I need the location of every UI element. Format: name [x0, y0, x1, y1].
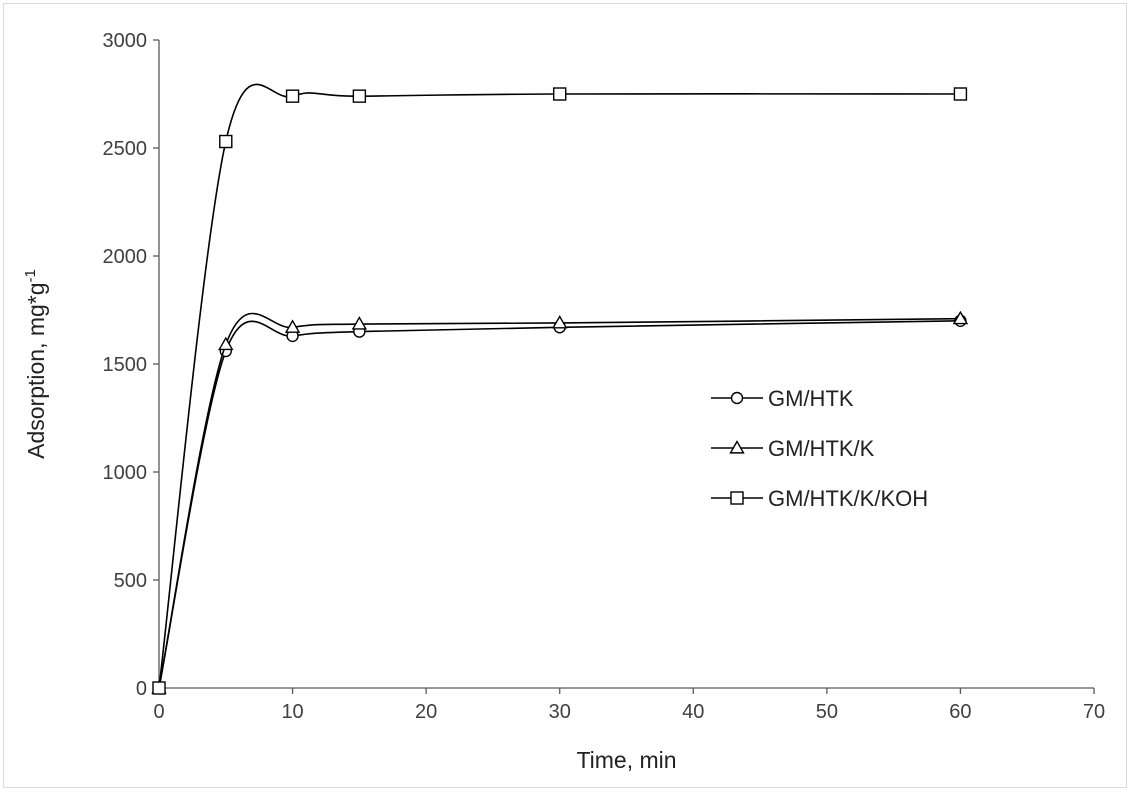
x-tick-label: 20 [415, 701, 437, 723]
series-line [158, 312, 961, 689]
x-tick-label: 40 [682, 701, 704, 723]
series-triangle [151, 310, 969, 694]
legend-label: GM/HTK [768, 386, 854, 411]
legend: GM/HTK GM/HTK/K GM/HTK/K/KOH [711, 386, 928, 511]
y-tick-label: 2000 [103, 246, 148, 268]
series-square [152, 83, 968, 695]
series-line [158, 320, 961, 689]
data-point-triangle [351, 316, 368, 330]
data-point-triangle [952, 310, 969, 325]
x-tick-label: 50 [816, 701, 838, 723]
axes [158, 40, 1094, 689]
legend-item: GM/HTK/K [711, 436, 875, 461]
data-point-square [953, 87, 968, 101]
x-tick-label: 0 [153, 701, 164, 723]
y-tick-label: 2500 [103, 138, 148, 160]
data-point-square [553, 87, 567, 101]
legend-marker-circle [730, 391, 744, 405]
legend-label: GM/HTK/K/KOH [768, 486, 928, 511]
y-axis-title-main: Adsorption, mg*g [23, 282, 49, 458]
x-ticks: 0 10 20 30 40 50 60 70 [153, 688, 1105, 723]
x-axis-title: Time, min [576, 747, 676, 773]
y-tick-label: 500 [114, 570, 147, 592]
y-axis-title: Adsorption, mg*g-1 [22, 269, 49, 459]
x-tick-label: 70 [1083, 701, 1105, 723]
data-point-square [219, 134, 233, 149]
legend-marker-triangle [729, 440, 745, 454]
y-tick-label: 1000 [103, 462, 148, 484]
legend-marker-square [730, 491, 744, 505]
data-point-triangle [552, 315, 568, 329]
data-point-triangle [284, 319, 301, 333]
series-line [158, 83, 961, 689]
series-layer [151, 83, 969, 695]
y-tick-label: 0 [136, 678, 147, 700]
data-point-square [285, 89, 300, 103]
y-tick-label: 1500 [103, 354, 148, 376]
data-point-square [352, 89, 367, 103]
y-axis-title-superscript: -1 [22, 269, 39, 282]
x-tick-label: 30 [549, 701, 571, 723]
x-tick-label: 60 [949, 701, 971, 723]
x-tick-label: 10 [281, 701, 303, 723]
data-point-triangle [218, 336, 234, 351]
data-point-square [152, 681, 166, 695]
y-tick-label: 3000 [103, 30, 148, 52]
legend-item: GM/HTK/K/KOH [711, 486, 928, 511]
legend-label: GM/HTK/K [768, 436, 875, 461]
y-ticks: 0 500 1000 1500 2000 2500 3000 [103, 30, 159, 700]
legend-item: GM/HTK [711, 386, 854, 411]
